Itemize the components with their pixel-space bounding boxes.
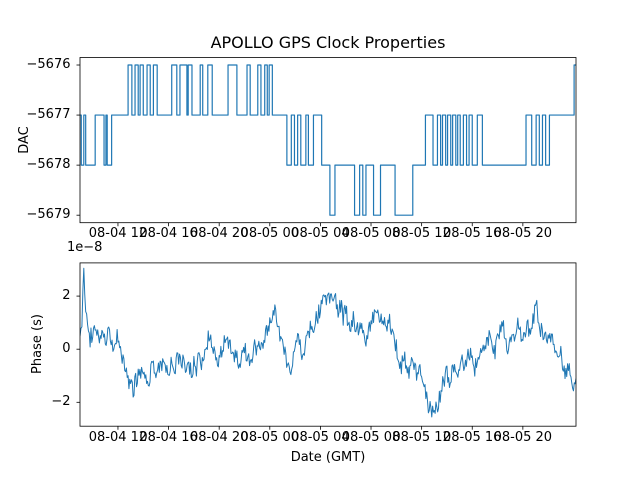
x-tick-label: 08-05 16 — [443, 429, 502, 445]
y-tick-label: −5678 — [26, 157, 71, 173]
x-tick-label: 08-04 16 — [139, 226, 198, 242]
x-tick-label: 08-04 20 — [189, 429, 249, 445]
y-tick-label: −5679 — [26, 207, 71, 223]
x-tick-label: 08-05 08 — [341, 429, 401, 445]
x-tick-label: 08-05 12 — [392, 226, 451, 242]
x-tick-label: 08-05 04 — [291, 429, 350, 445]
dac-axis-label: DAC — [17, 126, 32, 154]
y-tick-label: −2 — [51, 394, 71, 410]
y-tick-label: 0 — [62, 341, 71, 357]
x-tick-label: 08-05 20 — [493, 429, 553, 445]
x-tick-label: 08-05 04 — [291, 226, 350, 242]
date-axis-label: Date (GMT) — [290, 450, 366, 465]
y-tick-label: −5676 — [26, 57, 71, 72]
x-tick-label: 08-05 00 — [240, 226, 299, 242]
x-tick-label: 08-04 16 — [139, 429, 198, 445]
y-tick-label: −5677 — [26, 107, 71, 123]
phase-offset-multiplier: 1e−8 — [67, 240, 103, 255]
x-tick-label: 08-04 12 — [88, 226, 148, 242]
x-tick-label: 08-05 20 — [493, 226, 553, 242]
y-tick-label: 2 — [62, 288, 71, 304]
x-tick-label: 08-05 00 — [240, 429, 299, 445]
chart-title: APOLLO GPS Clock Properties — [210, 33, 446, 52]
x-tick-label: 08-04 20 — [189, 226, 249, 242]
x-tick-label: 08-05 16 — [443, 226, 502, 242]
x-tick-label: 08-04 12 — [88, 429, 148, 445]
x-tick-label: 08-05 12 — [392, 429, 451, 445]
x-tick-label: 08-05 08 — [341, 226, 401, 242]
